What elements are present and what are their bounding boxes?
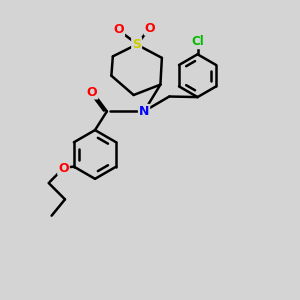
Text: O: O xyxy=(87,85,98,98)
Text: S: S xyxy=(132,38,141,51)
Text: O: O xyxy=(58,162,69,175)
Text: N: N xyxy=(139,105,149,118)
Text: O: O xyxy=(145,22,155,34)
Text: O: O xyxy=(113,23,124,36)
Text: Cl: Cl xyxy=(191,35,204,48)
